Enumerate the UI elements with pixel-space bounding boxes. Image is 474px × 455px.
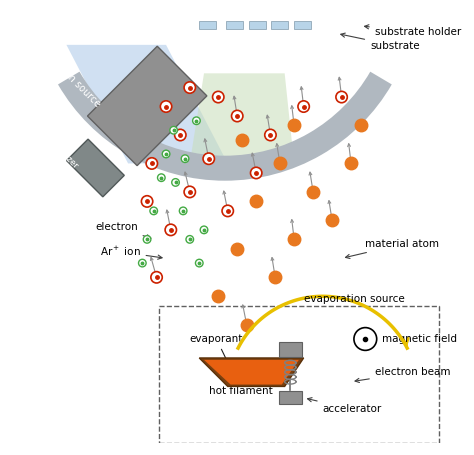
Polygon shape xyxy=(66,45,228,163)
Circle shape xyxy=(212,91,224,103)
FancyBboxPatch shape xyxy=(294,21,311,29)
Circle shape xyxy=(151,272,162,283)
Polygon shape xyxy=(204,360,299,384)
Text: evaporant: evaporant xyxy=(190,334,243,369)
Circle shape xyxy=(160,101,172,112)
FancyBboxPatch shape xyxy=(279,391,302,404)
Circle shape xyxy=(192,117,200,125)
Circle shape xyxy=(222,205,233,217)
FancyBboxPatch shape xyxy=(199,21,216,29)
Text: hot filament: hot filament xyxy=(209,378,276,396)
Circle shape xyxy=(184,186,195,197)
Circle shape xyxy=(157,174,165,182)
Text: Ar$^+$ ion: Ar$^+$ ion xyxy=(100,245,162,259)
Circle shape xyxy=(141,196,153,207)
Circle shape xyxy=(195,259,203,267)
FancyBboxPatch shape xyxy=(272,21,289,29)
Circle shape xyxy=(179,207,187,215)
Circle shape xyxy=(138,259,146,267)
Text: ion source: ion source xyxy=(59,66,102,109)
Circle shape xyxy=(231,110,243,121)
FancyBboxPatch shape xyxy=(88,46,207,166)
Text: accelerator: accelerator xyxy=(308,398,382,414)
Circle shape xyxy=(146,158,157,169)
Circle shape xyxy=(162,150,170,158)
FancyBboxPatch shape xyxy=(248,21,266,29)
Text: substrate: substrate xyxy=(341,33,419,51)
Circle shape xyxy=(172,179,179,186)
Circle shape xyxy=(336,91,347,103)
Circle shape xyxy=(143,236,151,243)
Circle shape xyxy=(298,101,310,112)
Circle shape xyxy=(200,226,208,234)
Circle shape xyxy=(203,153,214,164)
Text: electron beam: electron beam xyxy=(355,367,450,383)
Circle shape xyxy=(181,155,189,162)
FancyBboxPatch shape xyxy=(66,139,124,197)
Circle shape xyxy=(150,207,157,215)
Text: neutralizer: neutralizer xyxy=(40,132,79,171)
Text: electron: electron xyxy=(95,222,151,239)
Circle shape xyxy=(165,224,176,236)
FancyBboxPatch shape xyxy=(159,306,439,443)
Circle shape xyxy=(354,328,377,350)
Polygon shape xyxy=(199,358,304,386)
Circle shape xyxy=(186,236,193,243)
Circle shape xyxy=(174,129,186,141)
FancyBboxPatch shape xyxy=(279,342,302,357)
Circle shape xyxy=(184,82,195,93)
Text: evaporation source: evaporation source xyxy=(304,294,404,304)
Circle shape xyxy=(250,167,262,179)
Polygon shape xyxy=(190,73,294,163)
Text: material atom: material atom xyxy=(346,239,439,258)
Circle shape xyxy=(265,129,276,141)
Text: substrate holder: substrate holder xyxy=(365,25,461,37)
Circle shape xyxy=(170,126,177,134)
FancyBboxPatch shape xyxy=(226,21,243,29)
Text: magnetic field: magnetic field xyxy=(383,334,457,344)
